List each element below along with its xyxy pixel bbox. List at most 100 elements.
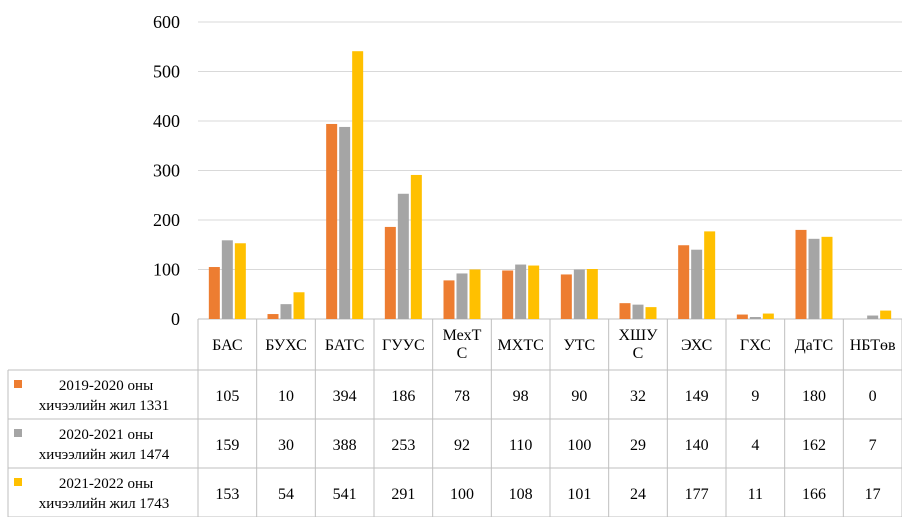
legend-key: [14, 380, 22, 388]
bar: [704, 231, 716, 319]
category-label: БАС: [212, 337, 242, 354]
y-tick-label: 100: [153, 260, 180, 280]
bar: [443, 280, 455, 319]
bar: [384, 226, 396, 319]
y-tick-label: 0: [171, 309, 180, 329]
data-label: 180: [802, 388, 826, 405]
bar: [795, 229, 807, 319]
data-label: 140: [685, 437, 709, 454]
data-label: 153: [215, 486, 239, 503]
bar: [619, 303, 631, 319]
data-label: 90: [571, 388, 587, 405]
category-label: ЭХС: [681, 337, 712, 354]
data-table: БАС БУХС БАТС ГУУС МехТ С МХТС УТС ХШУ С ЭХС ГХС ДаТ…: [7, 319, 902, 517]
data-label: 291: [391, 486, 415, 503]
bars: [208, 51, 892, 319]
data-label: 177: [685, 486, 709, 503]
bar: [410, 174, 422, 319]
bar: [352, 51, 364, 319]
data-label: 29: [630, 437, 646, 454]
data-label: 166: [802, 486, 826, 503]
y-tick-label: 200: [153, 210, 180, 230]
data-label: 108: [509, 486, 533, 503]
data-label: 54: [278, 486, 294, 503]
data-label: 388: [333, 437, 357, 454]
bar: [678, 245, 690, 319]
data-label: 24: [630, 486, 646, 503]
data-label: 110: [509, 437, 532, 454]
data-label: 394: [333, 388, 357, 405]
category-label: ХШУ С: [618, 327, 658, 362]
data-label: 32: [630, 388, 646, 405]
data-label: 7: [869, 437, 877, 454]
bar: [293, 292, 305, 319]
category-label: ГХС: [740, 337, 771, 354]
y-tick-label: 400: [153, 111, 180, 131]
data-label: 92: [454, 437, 470, 454]
data-label: 0: [869, 388, 877, 405]
gridlines: [198, 21, 902, 320]
data-label: 98: [513, 388, 529, 405]
data-label: 149: [685, 388, 709, 405]
bar: [326, 123, 338, 319]
data-label: 105: [215, 388, 239, 405]
data-label: 253: [391, 437, 415, 454]
category-label: НБТөв: [850, 337, 896, 354]
bar: [821, 236, 833, 319]
data-label: 10: [278, 388, 294, 405]
bar: [632, 304, 644, 319]
bar: [456, 273, 468, 319]
data-label: 11: [748, 486, 763, 503]
bar: [221, 240, 233, 319]
data-label: 159: [215, 437, 239, 454]
bar: [528, 265, 540, 319]
bar: [208, 267, 220, 319]
y-tick-label: 500: [153, 62, 180, 82]
bar: [736, 314, 748, 319]
bar: [808, 238, 820, 319]
bar: [234, 243, 246, 319]
bar: [762, 313, 774, 319]
category-label: ГУУС: [382, 337, 425, 354]
bar: [267, 314, 279, 319]
data-label: 100: [567, 437, 591, 454]
category-label: ДаТС: [795, 337, 833, 354]
data-label: 101: [567, 486, 591, 503]
series-name: 2021-2022 оны хичээлийн жил 1743: [39, 476, 170, 512]
data-label: 541: [333, 486, 357, 503]
bar: [280, 304, 292, 319]
data-label: 4: [751, 437, 759, 454]
series-name: 2020-2021 оны хичээлийн жил 1474: [39, 427, 170, 463]
legend-key: [14, 478, 22, 486]
data-label: 186: [391, 388, 415, 405]
legend-key: [14, 429, 22, 437]
bar: [339, 126, 351, 319]
bar: [880, 310, 892, 319]
category-label: МХТС: [498, 337, 544, 354]
bar: [749, 317, 761, 319]
category-label: БАТС: [325, 337, 365, 354]
bar: [560, 274, 572, 319]
bar: [573, 269, 585, 319]
y-tick-label: 600: [153, 12, 180, 32]
data-label: 9: [751, 388, 759, 405]
data-label: 30: [278, 437, 294, 454]
bar: [645, 307, 657, 319]
category-label: УТС: [563, 337, 595, 354]
bar: [397, 193, 409, 319]
data-label: 17: [865, 486, 881, 503]
bar: [469, 269, 481, 319]
bar: [502, 270, 514, 319]
category-label: МехТ С: [443, 327, 482, 362]
data-label: 78: [454, 388, 470, 405]
bar: [691, 249, 703, 319]
y-axis: 0 100 200 300 400 500 600: [153, 12, 180, 329]
y-tick-label: 300: [153, 161, 180, 181]
bar: [515, 264, 527, 319]
category-label: БУХС: [265, 337, 307, 354]
data-label: 162: [802, 437, 826, 454]
series-name: 2019-2020 оны хичээлийн жил 1331: [39, 378, 170, 414]
data-label: 100: [450, 486, 474, 503]
bar: [867, 315, 879, 319]
